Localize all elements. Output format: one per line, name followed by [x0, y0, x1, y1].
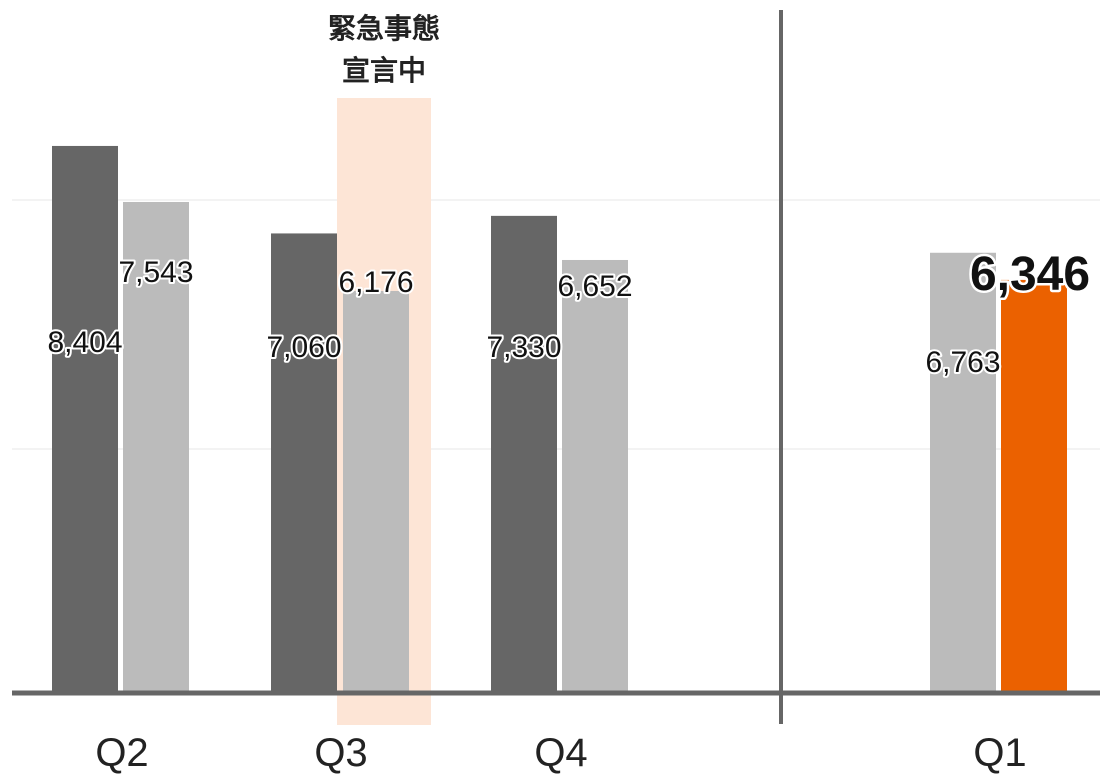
bar-q2-series-2	[123, 201, 189, 693]
category-label-q3: Q3	[314, 731, 367, 774]
annotation-line-1: 緊急事態	[328, 12, 440, 45]
value-label-q4-series-2: 6,652	[557, 270, 632, 303]
value-label-q2-series-2: 7,543	[118, 256, 193, 289]
bar-q3-series-1	[271, 233, 337, 693]
bar-q1-series-3	[1001, 279, 1067, 693]
bar-q4-series-2	[562, 259, 628, 693]
bar-q4-series-1	[491, 215, 557, 693]
bars	[52, 145, 1067, 694]
value-labels: 8,404 7,060 7,330 7,543 6,176 6,652 6,763 6,346	[45, 246, 1092, 382]
value-label-q1-series-2: 6,763	[925, 346, 1000, 379]
category-label-q2: Q2	[95, 731, 148, 774]
annotation-line-2: 宣言中	[342, 54, 426, 87]
bar-q1-series-2	[930, 252, 996, 694]
category-labels: Q2 Q3 Q4 Q1	[95, 731, 1026, 774]
category-label-q1: Q1	[973, 731, 1026, 774]
value-label-q2-series-1: 8,404	[47, 326, 122, 359]
bar-q3-series-2	[343, 290, 409, 693]
value-label-q1-series-3: 6,346	[970, 248, 1090, 301]
category-label-q4: Q4	[534, 731, 587, 774]
value-label-q3-series-1: 7,060	[266, 331, 341, 364]
value-label-q3-series-2: 6,176	[338, 266, 413, 299]
bar-q2-series-1	[52, 145, 118, 694]
value-label-q4-series-1: 7,330	[486, 331, 561, 364]
